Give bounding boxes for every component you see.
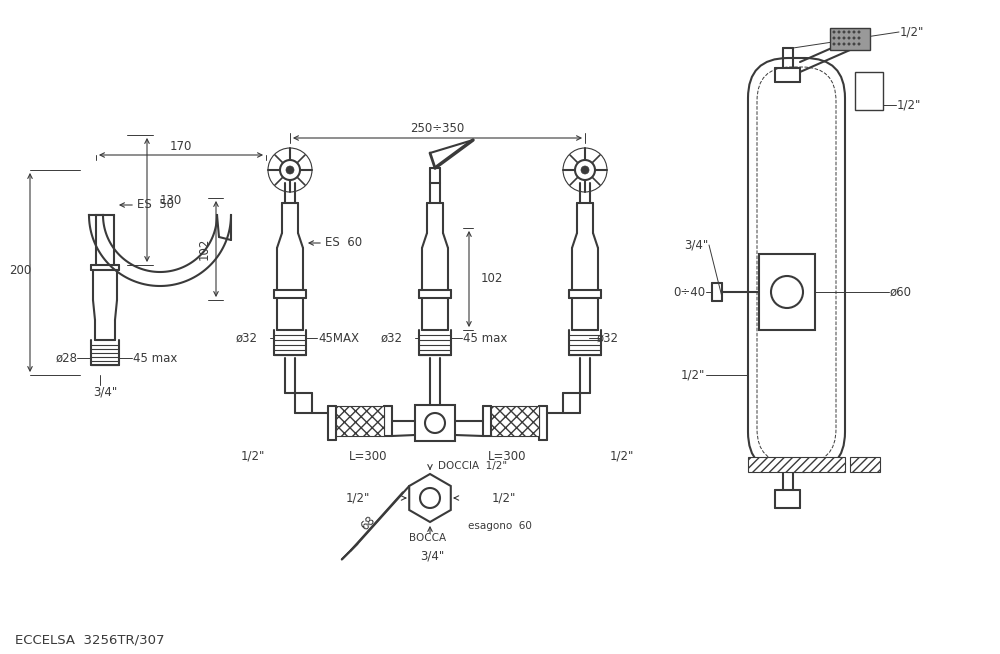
Text: 1/2": 1/2" [900,26,924,39]
Text: 1/2": 1/2" [897,99,921,111]
Polygon shape [491,406,539,436]
Text: 68: 68 [358,513,378,533]
Circle shape [858,43,860,45]
Circle shape [848,31,850,33]
Circle shape [425,413,445,433]
Circle shape [853,37,855,39]
Circle shape [286,166,294,174]
Text: ES  60: ES 60 [325,237,362,249]
Circle shape [843,37,845,39]
Text: ES  50: ES 50 [137,199,174,211]
Polygon shape [415,405,455,441]
Circle shape [838,37,840,39]
Text: 1/2": 1/2" [681,368,705,381]
Text: 200: 200 [9,264,31,277]
Text: ø60: ø60 [890,286,912,298]
Circle shape [843,31,845,33]
Text: 1/2": 1/2" [241,449,265,462]
Text: ø32: ø32 [236,332,258,345]
Circle shape [833,43,835,45]
Circle shape [838,31,840,33]
Text: ø32: ø32 [381,332,403,345]
Circle shape [853,43,855,45]
Circle shape [858,31,860,33]
Text: DOCCIA  1/2": DOCCIA 1/2" [438,461,507,471]
Text: 250÷350: 250÷350 [410,122,465,135]
Circle shape [848,37,850,39]
Circle shape [581,166,589,174]
Text: 45 max: 45 max [133,351,177,364]
Circle shape [420,488,440,508]
Circle shape [843,43,845,45]
Text: 45MAX: 45MAX [318,332,359,345]
Text: 130: 130 [160,194,182,207]
Text: BOCCA: BOCCA [409,533,447,543]
Text: 0÷40: 0÷40 [673,286,705,298]
Text: L=300: L=300 [488,449,526,462]
Circle shape [833,37,835,39]
Circle shape [848,43,850,45]
Polygon shape [336,406,384,436]
Text: 3/4": 3/4" [93,385,117,398]
Text: 102: 102 [198,238,211,260]
Text: 102: 102 [481,273,503,286]
Text: ø28: ø28 [56,351,78,364]
Text: 3/4": 3/4" [420,549,444,562]
Polygon shape [409,474,451,522]
Polygon shape [759,254,815,330]
Text: 1/2": 1/2" [610,449,634,462]
Circle shape [771,276,803,308]
Text: 1/2": 1/2" [346,492,370,504]
Circle shape [575,160,595,180]
Circle shape [838,43,840,45]
Circle shape [853,31,855,33]
Text: 170: 170 [170,141,192,154]
Text: 45 max: 45 max [463,332,507,345]
Text: ø32: ø32 [597,332,619,345]
Circle shape [833,31,835,33]
Text: L=300: L=300 [349,449,387,462]
Polygon shape [830,28,870,50]
Text: esagono  60: esagono 60 [468,521,532,531]
Text: 1/2": 1/2" [492,492,516,504]
Circle shape [280,160,300,180]
Polygon shape [748,457,845,472]
Polygon shape [855,72,883,110]
Text: 3/4": 3/4" [684,239,708,252]
Polygon shape [850,457,880,472]
Text: ECCELSA  3256TR/307: ECCELSA 3256TR/307 [15,634,164,647]
Circle shape [858,37,860,39]
